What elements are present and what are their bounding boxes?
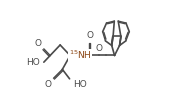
Text: O: O <box>35 39 42 48</box>
Text: O: O <box>45 80 52 89</box>
Text: O: O <box>87 31 94 40</box>
Text: $^{15}$NH: $^{15}$NH <box>69 49 91 61</box>
Text: HO: HO <box>73 80 86 89</box>
Text: HO: HO <box>27 58 40 67</box>
Text: O: O <box>96 44 103 53</box>
